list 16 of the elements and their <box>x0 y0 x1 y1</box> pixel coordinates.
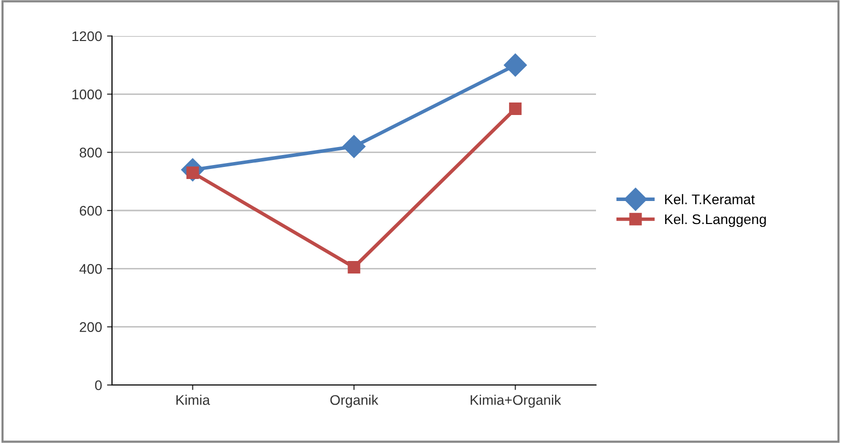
point <box>348 260 360 274</box>
y-tick-label: 600 <box>80 206 102 216</box>
y-tick-label: 200 <box>80 322 102 332</box>
point <box>342 135 366 158</box>
y-tick-label: 400 <box>79 264 102 274</box>
y-tick-label: 1000 <box>72 90 102 100</box>
y-tick-label: 0 <box>95 380 102 390</box>
y-tick-label: 800 <box>80 148 102 158</box>
point <box>509 102 522 115</box>
y-tick-label: 1200 <box>72 31 102 42</box>
point <box>504 54 527 77</box>
legend-label: Kel. T.Keramat <box>665 194 755 204</box>
x-tick-label: Organik <box>330 394 378 408</box>
legend-label: Kel. S.Langgeng <box>665 214 766 227</box>
x-tick-label: Kimia <box>176 394 210 405</box>
x-tick-label: Kimia+Organik <box>470 394 562 408</box>
